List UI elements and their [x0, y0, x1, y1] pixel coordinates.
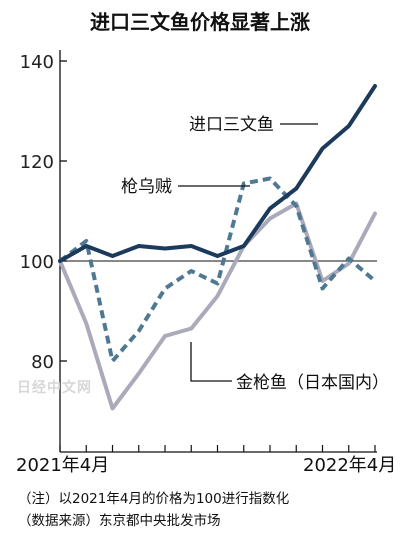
y-tick-label-120: 120 — [20, 152, 54, 173]
y-tick-label-140: 140 — [20, 52, 54, 73]
series-label-tuna: 金枪鱼（日本国内） — [236, 373, 389, 393]
y-tick-label-80: 80 — [31, 352, 54, 373]
x-tick-label-end: 2022年4月 — [303, 455, 396, 476]
series-lines — [58, 84, 377, 411]
watermark: 日经中文网 — [17, 379, 92, 396]
note-index: （注）以2021年4月的价格为100进行指数化 — [18, 491, 289, 507]
series-line-0 — [58, 84, 377, 263]
series-label-salmon: 进口三文鱼 — [189, 115, 274, 135]
leader-tuna — [190, 342, 232, 382]
chart-title: 进口三文鱼价格显著上涨 — [90, 10, 310, 34]
axes: 80 100 120 140 2021年4月 2022年4月 — [16, 50, 396, 476]
y-tick-label-100: 100 — [20, 252, 54, 273]
series-line-2 — [58, 201, 377, 411]
series-line-1 — [58, 176, 377, 363]
note-source: （数据来源）东京都中央批发市场 — [18, 512, 221, 529]
x-tick-label-start: 2021年4月 — [16, 455, 109, 476]
series-label-squid: 枪乌贼 — [121, 177, 172, 197]
